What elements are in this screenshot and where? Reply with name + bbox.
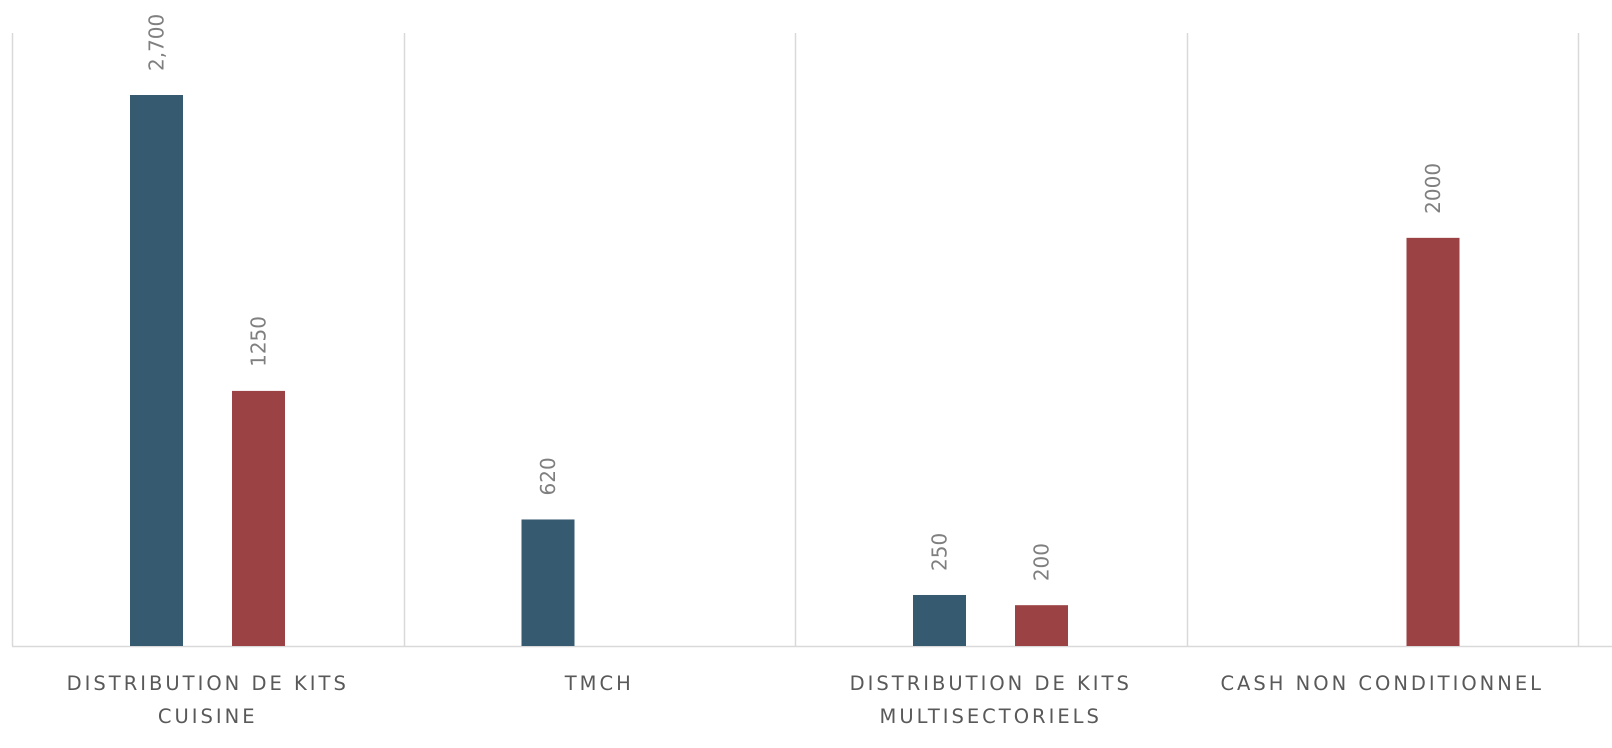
bar	[913, 594, 966, 646]
data-label: 250	[928, 533, 952, 571]
data-label: 2,700	[145, 14, 169, 71]
data-label: 200	[1030, 543, 1054, 581]
gridlines	[11, 33, 1612, 648]
data-labels: 2,700 620 250 1250 200 2000	[145, 14, 1446, 581]
bar	[232, 390, 285, 646]
data-label: 1250	[247, 316, 271, 367]
category-label: TMCH	[564, 672, 634, 695]
data-label: 620	[536, 457, 560, 495]
data-label: 2000	[1421, 163, 1445, 214]
bar	[1406, 237, 1460, 646]
bar	[1015, 605, 1068, 646]
category-label: CASH NON CONDITIONNEL	[1220, 672, 1544, 695]
category-labels: DISTRIBUTION DE KITS CUISINE TMCH DISTRIBUT…	[67, 672, 1544, 728]
category-label: DISTRIBUTION DE KITS	[67, 672, 349, 695]
bar	[521, 519, 575, 646]
bar	[130, 95, 183, 646]
category-label: DISTRIBUTION DE KITS	[850, 672, 1132, 695]
bars	[130, 95, 1460, 646]
category-label: CUISINE	[158, 705, 258, 728]
category-label: MULTISECTORIELS	[880, 705, 1102, 728]
